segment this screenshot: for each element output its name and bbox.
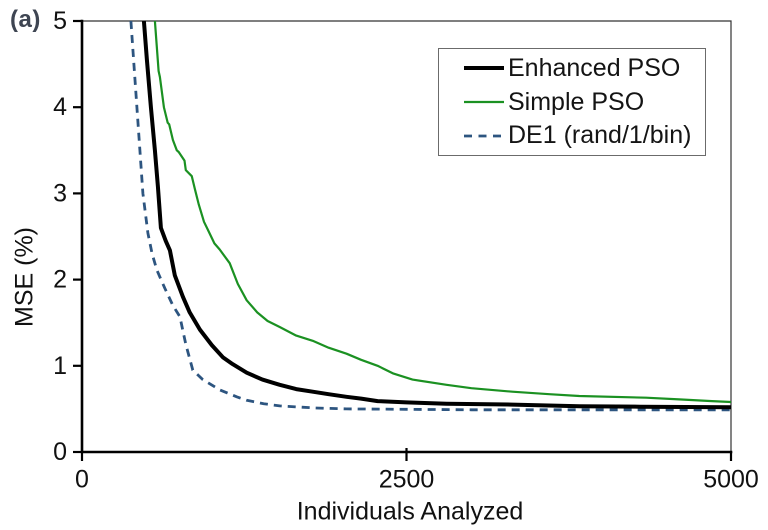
x-tick-label: 2500	[379, 466, 435, 494]
legend-item-simple-pso: Simple PSO	[439, 88, 705, 117]
x-tick-label: 5000	[703, 466, 759, 494]
y-tick-label: 1	[53, 352, 67, 380]
plot-border	[82, 20, 732, 452]
enhanced-pso-line-swatch	[464, 66, 504, 71]
simple-pso-line-swatch	[464, 100, 504, 104]
legend-item-enhanced-pso: Enhanced PSO	[439, 54, 705, 83]
x-tick-label: 0	[75, 466, 89, 494]
series-line-enhanced-pso	[141, 20, 732, 410]
legend-label: DE1 (rand/1/bin)	[508, 121, 692, 150]
y-tick-label: 3	[53, 179, 67, 207]
y-tick-label: 2	[53, 266, 67, 294]
legend-label: Enhanced PSO	[508, 53, 681, 82]
series-line-simple-pso	[153, 20, 732, 404]
de1-rand-1-bin-line-swatch	[464, 134, 504, 138]
y-axis-label: MSE (%)	[10, 227, 39, 327]
y-tick-label: 0	[53, 438, 67, 466]
y-tick-label: 5	[53, 7, 67, 35]
legend-label: Simple PSO	[508, 87, 645, 116]
y-tick-label: 4	[53, 93, 67, 121]
panel-label: (a)	[10, 6, 41, 33]
legend-item-de1-rand-1-bin: DE1 (rand/1/bin)	[439, 121, 705, 150]
legend: Enhanced PSO Simple PSO DE1 (rand/1/bin)	[438, 48, 706, 156]
series-line-de1-rand-1-bin	[129, 20, 731, 412]
x-axis-label: Individuals Analyzed	[296, 497, 524, 526]
